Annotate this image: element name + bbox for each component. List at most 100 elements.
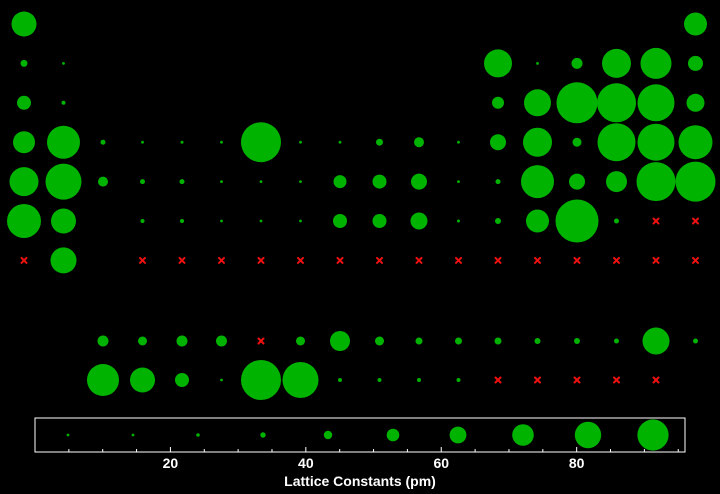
element-bubble-r1-c18	[684, 12, 707, 36]
series-bubble-r2-c1	[87, 364, 119, 396]
element-bubble-r5-c8	[299, 180, 302, 184]
element-bubble-r6-c1	[7, 204, 41, 238]
x-tick-label: 40	[298, 455, 314, 471]
series-bubble-r1-c9	[415, 337, 423, 345]
element-bubble-r5-c1	[9, 167, 39, 197]
series-bubble-r1-c6	[296, 336, 305, 346]
element-bubble-r7-c4-missing	[139, 256, 146, 264]
element-bubble-r7-c8-missing	[297, 256, 304, 264]
element-bubble-r2-c13	[484, 49, 512, 78]
element-bubble-r2-c2	[62, 62, 65, 65]
series-bubble-r1-c1	[97, 335, 109, 347]
series-bubble-r1-c5-missing	[257, 337, 265, 345]
series-bubble-r1-c2	[138, 336, 147, 346]
element-bubble-r7-c7-missing	[257, 256, 265, 264]
element-bubble-r2-c18	[688, 55, 703, 71]
element-bubble-r6-c14	[526, 209, 549, 233]
series-bubble-r1-c13	[574, 338, 580, 344]
element-bubble-r2-c15	[571, 57, 583, 69]
element-bubble-r2-c1	[20, 59, 28, 67]
series-bubble-r1-c8	[375, 336, 384, 346]
element-bubble-r6-c7	[259, 219, 263, 223]
element-bubble-r5-c13	[495, 179, 501, 185]
element-bubble-r4-c7	[241, 122, 281, 163]
element-bubble-r4-c13	[490, 134, 506, 151]
element-bubble-r5-c12	[457, 180, 460, 184]
element-bubble-r5-c17	[636, 162, 676, 202]
legend-size-mark-9	[574, 421, 602, 449]
element-bubble-r4-c18	[678, 125, 713, 160]
element-bubble-r6-c16	[614, 218, 619, 224]
element-bubble-r5-c15	[569, 173, 585, 190]
element-bubble-r3-c13	[492, 96, 504, 109]
element-bubble-r4-c2	[47, 125, 80, 159]
series-bubble-r1-c14	[614, 338, 619, 344]
element-bubble-r3-c2	[61, 100, 66, 105]
element-bubble-r4-c1	[13, 131, 35, 154]
legend-size-mark-5	[323, 430, 333, 440]
element-bubble-r7-c14-missing	[534, 256, 541, 264]
element-bubble-r7-c9-missing	[336, 256, 344, 264]
element-bubble-r5-c5	[179, 179, 185, 185]
element-bubble-r4-c5	[180, 140, 184, 144]
series-bubble-r2-c11-missing	[494, 376, 502, 384]
element-bubble-r6-c17-missing	[652, 217, 660, 225]
element-bubble-r3-c18	[686, 93, 705, 112]
element-bubble-r4-c4	[141, 140, 144, 144]
series-bubble-r2-c9	[417, 378, 421, 382]
element-bubble-r5-c4	[140, 179, 145, 185]
size-legend: 20 40 60 80 Lattice Constants (pm)	[34, 417, 686, 489]
element-bubble-r6-c8	[299, 219, 302, 223]
element-bubble-r7-c11-missing	[415, 256, 423, 264]
series-bubble-r2-c6	[282, 362, 319, 398]
element-bubble-r6-c5	[180, 219, 184, 223]
legend-frame	[34, 417, 686, 453]
element-bubble-r5-c6	[220, 180, 223, 184]
element-bubble-r5-c10	[372, 174, 387, 189]
element-bubble-r2-c14	[536, 62, 539, 65]
element-bubble-r6-c6	[220, 219, 223, 223]
element-bubble-r5-c2	[45, 163, 82, 200]
series-bubble-r2-c10	[456, 378, 461, 382]
legend-size-mark-10	[637, 419, 669, 451]
series-bubble-r2-c2	[130, 367, 155, 393]
series-bubble-r2-c8	[377, 378, 382, 382]
series-bubble-r1-c10	[455, 337, 462, 345]
element-bubble-r3-c14	[524, 89, 551, 117]
element-bubble-r6-c2	[51, 208, 76, 234]
element-bubble-r6-c12	[457, 219, 460, 223]
legend-size-mark-8	[512, 424, 534, 446]
series-bubble-r2-c5	[241, 360, 281, 400]
element-bubble-r4-c14	[523, 127, 552, 157]
legend-size-mark-4	[260, 432, 266, 438]
element-bubble-r4-c15	[572, 137, 582, 147]
element-bubble-r7-c10-missing	[376, 256, 383, 264]
series-bubble-r1-c3	[176, 335, 188, 347]
element-bubble-r4-c12	[457, 140, 460, 144]
legend-size-mark-2	[131, 433, 135, 437]
element-bubble-r7-c17-missing	[652, 256, 660, 264]
element-bubble-r3-c16	[597, 83, 636, 123]
element-bubble-r4-c8	[299, 140, 302, 144]
element-bubble-r4-c9	[338, 140, 342, 144]
legend-size-mark-3	[196, 433, 200, 437]
x-tick-label: 80	[569, 455, 585, 471]
element-bubble-r7-c1-missing	[20, 256, 28, 264]
series-bubble-r2-c13-missing	[573, 376, 581, 384]
element-bubble-r6-c13	[495, 218, 501, 224]
legend-marks	[66, 419, 669, 451]
element-bubble-r6-c11	[410, 212, 428, 230]
element-bubble-r5-c14	[521, 165, 554, 199]
element-bubble-r2-c16	[602, 48, 631, 78]
series-bubble-r2-c7	[338, 378, 342, 382]
element-bubble-r5-c7	[259, 180, 263, 184]
main-periodic-table	[7, 11, 716, 274]
element-bubble-r6-c9	[333, 214, 347, 228]
element-bubble-r4-c16	[597, 123, 636, 162]
series-bubble-r1-c16	[693, 338, 698, 344]
series-bubble-r2-c4	[220, 378, 223, 382]
element-bubble-r7-c18-missing	[692, 256, 699, 264]
legend-size-mark-7	[449, 426, 467, 444]
element-bubble-r4-c3	[100, 139, 106, 145]
